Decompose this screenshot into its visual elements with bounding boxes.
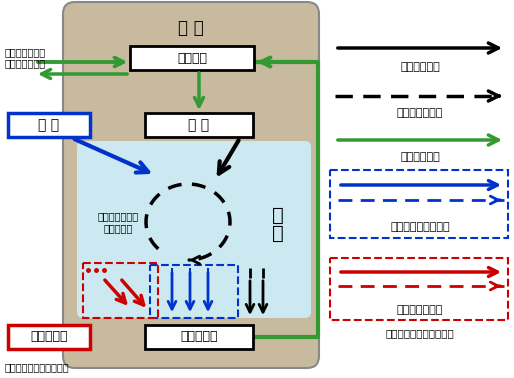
- Text: 「外需」による誘発: 「外需」による誘発: [390, 222, 450, 232]
- Text: 輸入による流出: 輸入による流出: [397, 305, 443, 315]
- FancyBboxPatch shape: [130, 46, 254, 70]
- Text: 直接の取引額: 直接の取引額: [400, 62, 440, 72]
- Text: 国外流出額: 国外流出額: [30, 330, 68, 344]
- FancyBboxPatch shape: [145, 325, 253, 349]
- FancyBboxPatch shape: [8, 325, 90, 349]
- FancyBboxPatch shape: [77, 141, 311, 318]
- Text: 間接の波及効果: 間接の波及効果: [397, 108, 443, 118]
- Text: 収支＝誘発マイナス流出: 収支＝誘発マイナス流出: [386, 328, 454, 338]
- Text: 産業連関以外: 産業連関以外: [400, 152, 440, 162]
- Text: 産業連関による
波及の循環: 産業連関による 波及の循環: [98, 211, 139, 233]
- FancyBboxPatch shape: [145, 113, 253, 137]
- Text: 国 内: 国 内: [178, 19, 204, 37]
- Text: 外 需: 外 需: [39, 118, 60, 132]
- Text: 国内生産額: 国内生産額: [180, 330, 218, 344]
- FancyBboxPatch shape: [8, 113, 90, 137]
- Text: 内 需: 内 需: [189, 118, 210, 132]
- Text: 資料：経済産業省作成。: 資料：経済産業省作成。: [5, 362, 69, 372]
- Text: 付加価値: 付加価値: [177, 51, 207, 65]
- Text: 業: 業: [272, 223, 284, 243]
- FancyBboxPatch shape: [63, 2, 319, 368]
- Text: 産: 産: [272, 206, 284, 225]
- Text: 「貿易以外」の
お金のやり取り: 「貿易以外」の お金のやり取り: [5, 47, 46, 68]
